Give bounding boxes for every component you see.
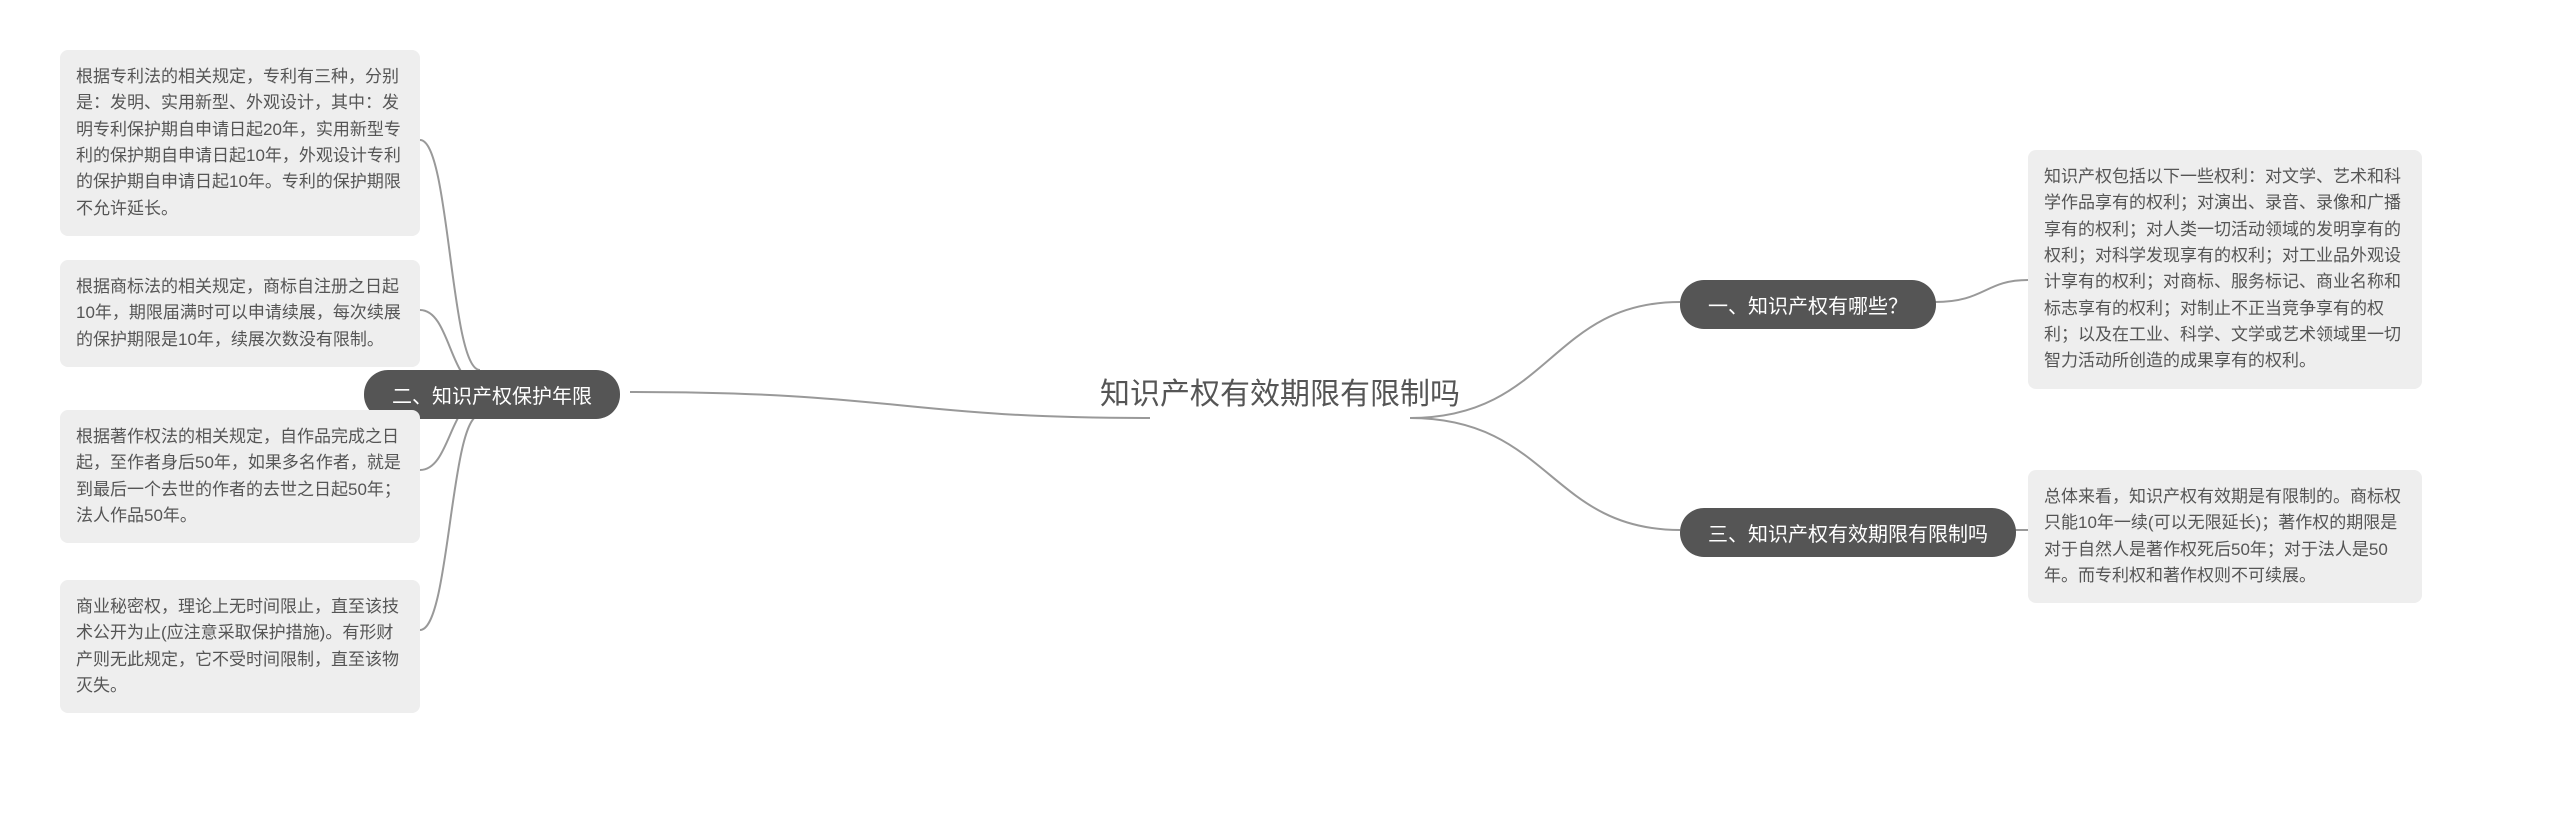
edge-b2-l1 [420, 140, 480, 370]
leaf-node-2-1: 根据专利法的相关规定，专利有三种，分别是：发明、实用新型、外观设计，其中：发明专… [60, 50, 420, 236]
edge-b1-l1 [1935, 280, 2028, 302]
leaf-node-2-4: 商业秘密权，理论上无时间限止，直至该技术公开为止(应注意采取保护措施)。有形财产… [60, 580, 420, 713]
branch-node-3: 三、知识产权有效期限有限制吗 [1680, 508, 2016, 557]
leaf-node-2-3: 根据著作权法的相关规定，自作品完成之日起，至作者身后50年，如果多名作者，就是到… [60, 410, 420, 543]
root-node: 知识产权有效期限有限制吗 [1100, 372, 1460, 417]
edge-root-b2 [630, 392, 1150, 418]
branch-node-1: 一、知识产权有哪些？ [1680, 280, 1936, 329]
leaf-node-3-1: 总体来看，知识产权有效期是有限制的。商标权只能10年一续(可以无限延长)；著作权… [2028, 470, 2422, 603]
edge-b2-l4 [420, 415, 480, 630]
leaf-node-2-2: 根据商标法的相关规定，商标自注册之日起10年，期限届满时可以申请续展，每次续展的… [60, 260, 420, 367]
leaf-node-1-1: 知识产权包括以下一些权利：对文学、艺术和科学作品享有的权利；对演出、录音、录像和… [2028, 150, 2422, 389]
edge-root-b3 [1410, 418, 1680, 530]
